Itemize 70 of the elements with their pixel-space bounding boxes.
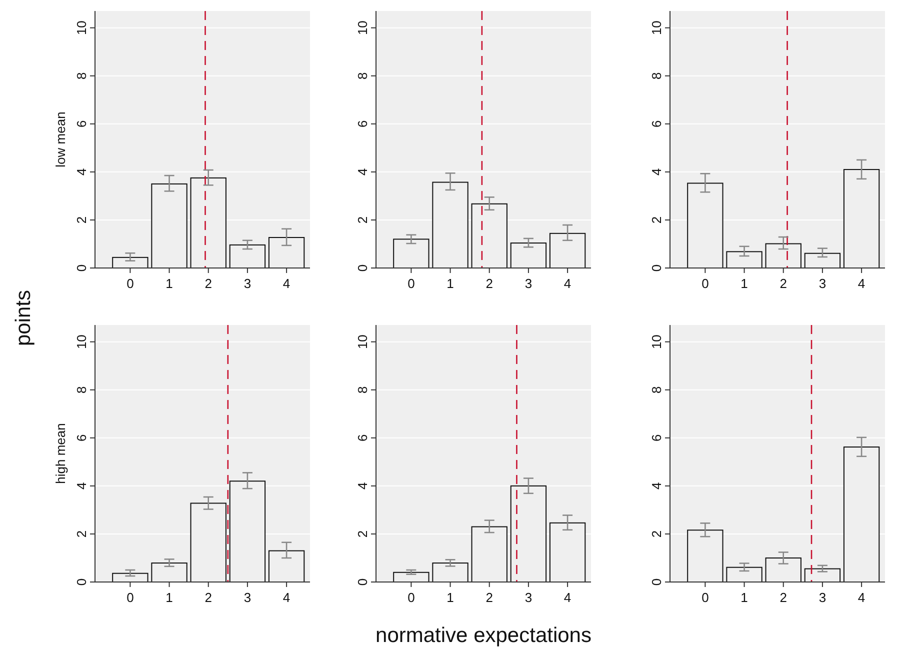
y-tick-label: 6 — [649, 434, 664, 442]
y-tick-label: 0 — [74, 578, 89, 586]
x-tick-label: 4 — [564, 276, 572, 291]
y-tick-label: 2 — [355, 530, 370, 538]
y-tick-label: 6 — [649, 120, 664, 128]
y-tick-label: 2 — [649, 530, 664, 538]
x-tick-label: 0 — [126, 276, 134, 291]
y-tick-label: 10 — [649, 20, 664, 36]
x-tick-label: 2 — [486, 276, 493, 291]
y-tick-label: 10 — [355, 20, 370, 36]
x-tick-label: 1 — [166, 276, 173, 291]
x-tick-label: 4 — [282, 276, 290, 291]
y-tick-label: 8 — [355, 386, 370, 394]
y-tick-label: 6 — [355, 120, 370, 128]
text: points — [12, 290, 35, 346]
y-tick-label: 10 — [74, 20, 89, 36]
y-tick-label: 6 — [74, 434, 89, 442]
y-tick-label: 2 — [74, 216, 89, 224]
x-tick-label: 1 — [446, 590, 454, 605]
y-tick-label: 0 — [74, 264, 89, 272]
x-tick-label: 0 — [126, 590, 134, 605]
x-tick-label: 3 — [818, 276, 826, 291]
y-tick-label: 2 — [74, 530, 89, 538]
y-tick-label: 0 — [355, 578, 370, 586]
y-axis-title: high mean — [53, 423, 68, 484]
y-tick-label: 8 — [649, 386, 664, 394]
x-tick-label: 0 — [408, 276, 415, 291]
x-tick-label: 1 — [740, 590, 748, 605]
y-tick-label: 6 — [355, 434, 370, 442]
x-tick-label: 1 — [446, 276, 454, 291]
x-tick-label: 3 — [818, 590, 826, 605]
y-tick-label: 10 — [649, 334, 664, 350]
y-tick-label: 10 — [355, 334, 370, 350]
x-tick-label: 0 — [408, 590, 415, 605]
y-tick-label: 0 — [649, 578, 664, 586]
y-tick-label: 10 — [74, 334, 89, 350]
x-tick-label: 0 — [702, 276, 709, 291]
x-tick-label: 3 — [524, 590, 532, 605]
y-tick-label: 4 — [74, 482, 89, 490]
x-tick-label: 2 — [204, 276, 212, 291]
x-tick-label: 2 — [780, 276, 787, 291]
x-tick-label: 2 — [204, 590, 212, 605]
x-tick-label: 0 — [702, 590, 709, 605]
y-tick-label: 8 — [74, 386, 89, 394]
y-tick-label: 8 — [355, 72, 370, 80]
y-tick-label: 4 — [74, 168, 89, 176]
y-tick-label: 2 — [355, 216, 370, 224]
y-tick-label: 4 — [355, 168, 370, 176]
y-tick-label: 4 — [355, 482, 370, 490]
y-tick-label: 8 — [74, 72, 89, 80]
y-tick-label: 0 — [649, 264, 664, 272]
x-tick-label: 2 — [780, 590, 787, 605]
x-tick-label: 4 — [858, 590, 866, 605]
y-axis-title: low mean — [53, 112, 68, 168]
x-tick-label: 3 — [244, 590, 252, 605]
y-tick-label: 4 — [649, 482, 664, 490]
x-tick-label: 3 — [524, 276, 532, 291]
x-tick-label: 2 — [486, 590, 493, 605]
x-tick-label: 1 — [166, 590, 173, 605]
y-tick-label: 2 — [649, 216, 664, 224]
x-tick-label: 4 — [282, 590, 290, 605]
y-tick-label: 0 — [355, 264, 370, 272]
x-axis-title: normative expectations — [376, 624, 592, 647]
x-tick-label: 1 — [740, 276, 748, 291]
y-tick-label: 8 — [649, 72, 664, 80]
x-tick-label: 4 — [564, 590, 572, 605]
x-tick-label: 4 — [858, 276, 866, 291]
y-tick-label: 4 — [649, 168, 664, 176]
y-tick-label: 6 — [74, 120, 89, 128]
x-tick-label: 3 — [244, 276, 252, 291]
